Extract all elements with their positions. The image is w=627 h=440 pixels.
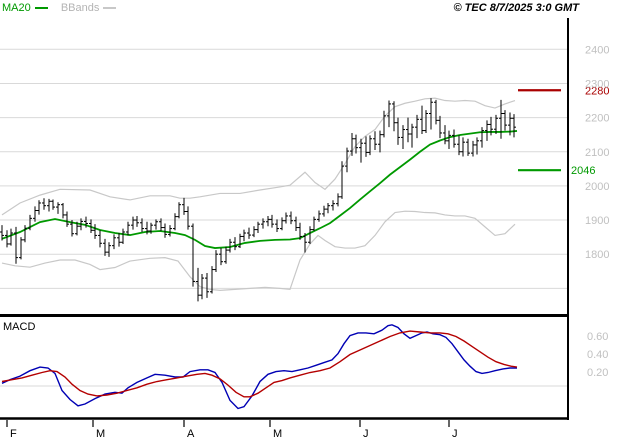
macd-tick-label: 0.40: [587, 349, 608, 361]
macd-line: [1, 324, 517, 410]
month-tick-label: M: [96, 428, 105, 440]
chart-legend: MA20 BBands: [2, 2, 126, 14]
bollinger-lower-band-line: [1, 210, 516, 292]
legend-ma20: MA20: [2, 2, 48, 14]
legend-bbands: BBands: [61, 2, 117, 14]
price-tick-label: 2100: [585, 147, 609, 159]
macd-tick-label: 0.60: [587, 331, 608, 343]
legend-bbands-label: BBands: [60, 2, 100, 14]
month-tick-label: M: [273, 428, 282, 440]
month-tick-label: J: [452, 428, 458, 440]
price-tick-label: 2400: [585, 44, 609, 56]
macd-tick-label: 0.20: [587, 367, 608, 379]
bbands-line-swatch-icon: [103, 7, 117, 9]
month-tick-label: F: [10, 428, 17, 440]
price-tick-label: 2300: [585, 78, 609, 90]
price-tick-label: 2200: [585, 113, 609, 125]
month-tick-label: J: [363, 428, 369, 440]
price-tick-label: 2000: [585, 181, 609, 193]
month-tick-label: A: [187, 428, 195, 440]
ma20-line-swatch-icon: [34, 7, 48, 9]
price-level-label: 2046: [571, 165, 595, 177]
bollinger-upper-band-line: [1, 97, 516, 216]
macd-panel-title: MACD: [3, 321, 36, 333]
price-tick-label: 1800: [585, 249, 609, 261]
copyright-timestamp: © TEC 8/7/2025 3:0 GMT: [453, 2, 580, 14]
price-level-label: 2280: [585, 85, 609, 97]
legend-ma20-label: MA20: [2, 2, 31, 14]
signal-line: [1, 330, 518, 398]
price-tick-label: 1900: [585, 215, 609, 227]
